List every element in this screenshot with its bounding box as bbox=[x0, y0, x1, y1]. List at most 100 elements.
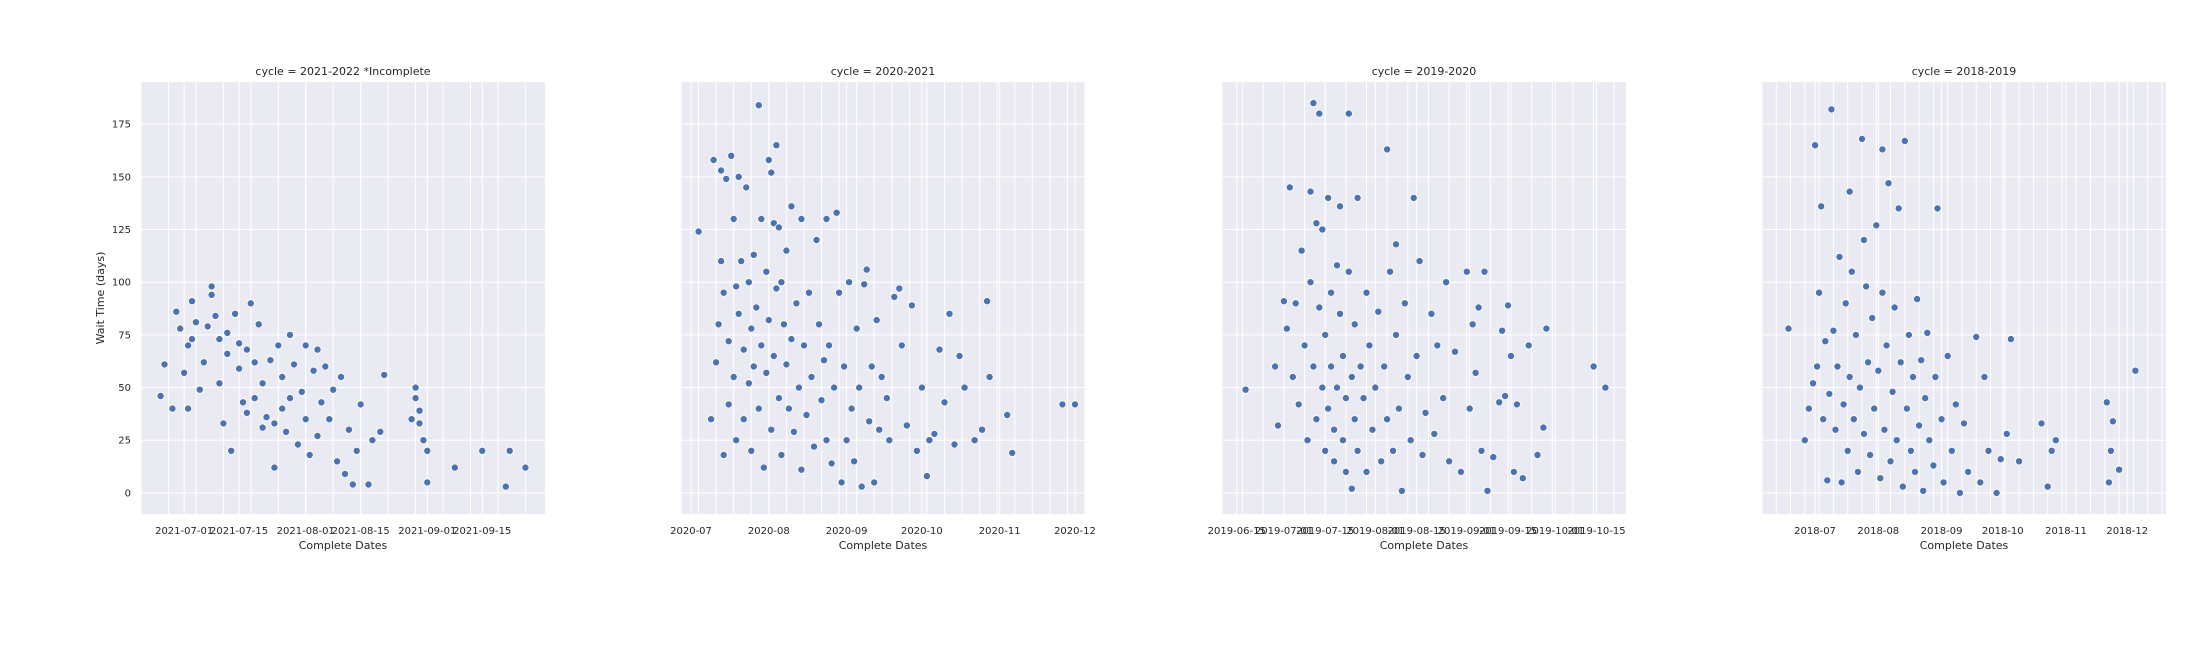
y-tick-label: 150 bbox=[112, 172, 131, 183]
data-point bbox=[930, 429, 939, 438]
data-point bbox=[1533, 450, 1542, 459]
y-tick-label: 75 bbox=[118, 330, 131, 341]
data-point bbox=[857, 482, 866, 491]
data-point bbox=[344, 425, 353, 434]
data-point bbox=[759, 463, 768, 472]
y-tick-label: 100 bbox=[112, 278, 131, 289]
data-point bbox=[842, 436, 851, 445]
data-point bbox=[832, 208, 841, 217]
data-point bbox=[1300, 341, 1309, 350]
data-point bbox=[1976, 478, 1985, 487]
data-point bbox=[191, 318, 200, 327]
x-tick-label: 2018-07 bbox=[1794, 526, 1836, 537]
x-tick-label: 2021-09-15 bbox=[453, 526, 511, 537]
data-point bbox=[2051, 436, 2060, 445]
data-point bbox=[890, 292, 899, 301]
data-point bbox=[1442, 278, 1451, 287]
data-point bbox=[325, 415, 334, 424]
data-point bbox=[1851, 330, 1860, 339]
data-point bbox=[1377, 457, 1386, 466]
data-point bbox=[1406, 436, 1415, 445]
data-point bbox=[282, 427, 291, 436]
data-point bbox=[1365, 341, 1374, 350]
data-point bbox=[1888, 387, 1897, 396]
facet-panel-2: 2020-07 2020-08 2020-09 2020-10 2020-11 2020-… bbox=[670, 65, 1096, 552]
data-point bbox=[1823, 476, 1832, 485]
data-point bbox=[1524, 341, 1533, 350]
data-point bbox=[1539, 423, 1548, 432]
data-point bbox=[1380, 362, 1389, 371]
data-point bbox=[274, 341, 283, 350]
data-point bbox=[411, 383, 420, 392]
x-tick-label: 2020-08 bbox=[748, 526, 790, 537]
data-point bbox=[1882, 341, 1891, 350]
data-point bbox=[356, 400, 365, 409]
data-point bbox=[297, 387, 306, 396]
data-point bbox=[815, 320, 824, 329]
data-point bbox=[333, 457, 342, 466]
data-point bbox=[794, 383, 803, 392]
data-point bbox=[478, 446, 487, 455]
data-point bbox=[160, 360, 169, 369]
data-point bbox=[774, 223, 783, 232]
x-tick-label: 2020-12 bbox=[1054, 526, 1096, 537]
data-point bbox=[1350, 415, 1359, 424]
data-point bbox=[1353, 446, 1362, 455]
data-point bbox=[415, 406, 424, 415]
data-point bbox=[1374, 307, 1383, 316]
data-point bbox=[822, 436, 831, 445]
data-point bbox=[450, 463, 459, 472]
data-point bbox=[1843, 446, 1852, 455]
data-point bbox=[1811, 141, 1820, 150]
x-tick-label: 2018-12 bbox=[2106, 526, 2148, 537]
x-tick-label: 2019-07-15 bbox=[1296, 526, 1354, 537]
data-point bbox=[762, 267, 771, 276]
data-point bbox=[1359, 394, 1368, 403]
facet-title: cycle = 2021-2022 *Incomplete bbox=[255, 65, 430, 78]
data-point bbox=[707, 415, 716, 424]
x-tick-label: 2021-08-15 bbox=[332, 526, 390, 537]
data-point bbox=[1951, 400, 1960, 409]
plot-area bbox=[141, 82, 545, 514]
data-point bbox=[1336, 202, 1345, 211]
x-tick-label: 2018-10 bbox=[1982, 526, 2024, 537]
data-point bbox=[1847, 267, 1856, 276]
data-point bbox=[1906, 446, 1915, 455]
data-point bbox=[694, 227, 703, 236]
x-axis-label: Complete Dates bbox=[1380, 539, 1469, 552]
data-point bbox=[156, 391, 165, 400]
data-point bbox=[867, 362, 876, 371]
data-point bbox=[1477, 446, 1486, 455]
data-point bbox=[1271, 362, 1280, 371]
data-point bbox=[1418, 450, 1427, 459]
data-point bbox=[1829, 326, 1838, 335]
data-point bbox=[1892, 436, 1901, 445]
data-point bbox=[917, 383, 926, 392]
data-point bbox=[1312, 415, 1321, 424]
data-point bbox=[1898, 482, 1907, 491]
data-point bbox=[1880, 425, 1889, 434]
data-point bbox=[1362, 288, 1371, 297]
data-point bbox=[1433, 341, 1442, 350]
data-point bbox=[1321, 330, 1330, 339]
data-point bbox=[1392, 330, 1401, 339]
x-tick-label: 2020-09 bbox=[826, 526, 868, 537]
data-point bbox=[772, 141, 781, 150]
data-point bbox=[1483, 486, 1492, 495]
data-point bbox=[1512, 400, 1521, 409]
data-point bbox=[1923, 328, 1932, 337]
data-point bbox=[724, 337, 733, 346]
data-point bbox=[313, 345, 322, 354]
data-point bbox=[1468, 320, 1477, 329]
data-point bbox=[1835, 252, 1844, 261]
data-point bbox=[1338, 436, 1347, 445]
data-point bbox=[368, 436, 377, 445]
data-point bbox=[782, 360, 791, 369]
data-point bbox=[825, 341, 834, 350]
data-point bbox=[1864, 358, 1873, 367]
data-point bbox=[732, 436, 741, 445]
data-point bbox=[1911, 467, 1920, 476]
data-point bbox=[505, 446, 514, 455]
data-point bbox=[285, 394, 294, 403]
facet-title: cycle = 2020-2021 bbox=[831, 65, 936, 78]
